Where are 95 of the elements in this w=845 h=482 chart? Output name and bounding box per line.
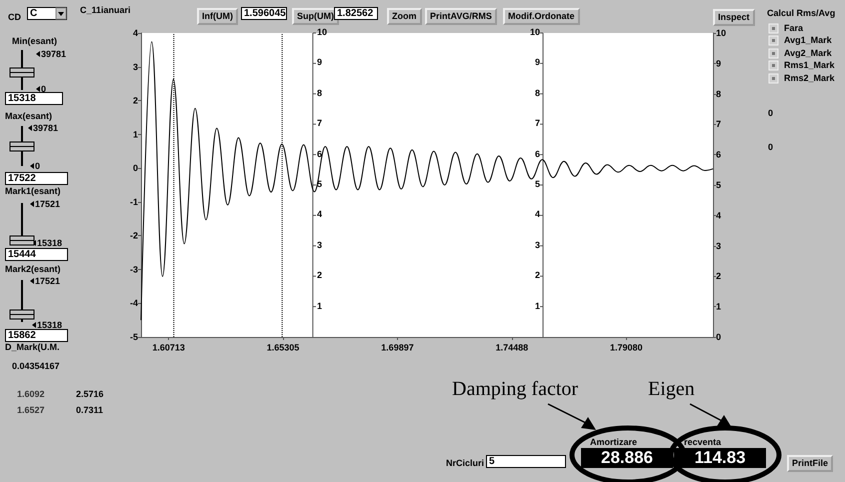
annotation: 7 [317, 118, 322, 130]
annotation: 9 [534, 57, 540, 68]
text: 17521 [35, 199, 60, 210]
text: Avg1_Mark [784, 35, 832, 46]
text: PrintAVG/RMS [425, 8, 497, 25]
y2-tick-label: 5 [716, 180, 722, 190]
y-tick-label: -2 [130, 230, 138, 241]
y-tick-label: -5 [130, 332, 138, 342]
x-tick-label: 1.65305 [266, 342, 300, 352]
y2-tick-label: 10 [716, 28, 726, 38]
y-tick-label: 1 [132, 129, 138, 140]
text: 5 [486, 455, 566, 468]
x-tick-label: 1.79080 [610, 342, 643, 352]
y2-tick-label: 1 [716, 302, 722, 312]
text: 2.5716 [76, 389, 104, 400]
y-tick-label: 4 [132, 28, 138, 38]
text: 39781 [41, 49, 66, 60]
text: 15444 [5, 248, 68, 261]
text: Eigen [648, 378, 695, 400]
text: 0 [35, 161, 40, 172]
annotation: 2 [534, 270, 540, 282]
y2-tick-label: 9 [716, 58, 722, 68]
text: Zoom [387, 8, 422, 25]
annotation: 7 [534, 118, 540, 130]
text: 0.04354167 [12, 361, 60, 372]
annotation: 1 [317, 300, 322, 312]
annotation: 10 [317, 27, 328, 38]
y2-tick-label: 4 [716, 210, 722, 220]
y2-tick-label: 2 [716, 271, 722, 282]
text: 1.82562 [334, 7, 378, 20]
annotation: 10 [530, 27, 540, 38]
y-tick-label: -1 [130, 196, 138, 207]
text: 0 [41, 84, 46, 95]
annotation: 6 [534, 148, 540, 160]
y2-tick-label: 3 [716, 240, 722, 251]
text: Amortizare [590, 437, 638, 448]
text: Sup(UM) [297, 11, 334, 21]
text: Rms2_Mark [784, 73, 835, 84]
annotation: 3 [317, 240, 322, 251]
annotation: 3 [534, 240, 540, 251]
text: Fara [784, 23, 804, 34]
text: 1.596045 [241, 7, 287, 20]
text: C_11ianuari [80, 5, 131, 16]
text: 15318 [37, 320, 62, 331]
y-tick-label: 0 [132, 163, 138, 174]
x-tick-label: 1.69897 [381, 342, 414, 352]
annotation: 2 [317, 270, 322, 282]
text: 0.7311 [76, 405, 104, 416]
y-tick-label: 2 [132, 96, 138, 106]
y2-tick-label: 7 [716, 119, 722, 130]
y-tick-label: 3 [132, 62, 138, 72]
text: 17522 [5, 172, 68, 185]
text: 15318 [8, 93, 36, 104]
text: NrCicluri [446, 458, 484, 469]
y2-tick-label: 6 [716, 150, 722, 160]
text: Inspect [713, 9, 755, 26]
text: Calcul Rms/Avg [767, 8, 836, 19]
y-tick-label: -3 [130, 264, 138, 274]
text: Damping factor [452, 378, 578, 400]
y-tick-label: -4 [130, 298, 138, 308]
text: 39781 [33, 123, 58, 134]
text: 28.886 [581, 448, 673, 468]
text: D_Mark(U.M. [5, 342, 60, 353]
annotation: 6 [317, 148, 322, 160]
annotation: 4 [534, 209, 540, 220]
text: recventa [684, 437, 722, 448]
text: Max(esant) [5, 111, 52, 122]
text: Min(esant) [12, 36, 57, 47]
text: Mark2(esant) [5, 264, 61, 275]
text: PrintFile [787, 455, 834, 472]
annotation: 5 [534, 179, 540, 190]
y2-tick-label: 8 [716, 88, 722, 99]
text: Modif.Ordonate [503, 8, 580, 25]
text: CD [8, 12, 21, 23]
text: 17521 [35, 276, 60, 287]
text: 0 [768, 142, 774, 153]
annotation: 9 [317, 57, 322, 68]
x-tick-label: 1.74488 [496, 342, 528, 352]
text: 1.6527 [17, 405, 45, 416]
annotation: 8 [317, 88, 322, 99]
text: Rms1_Mark [784, 60, 835, 71]
y2-tick-label: 0 [716, 332, 722, 342]
x-tick-label: 1.60713 [152, 342, 185, 352]
text: Avg2_Mark [784, 48, 832, 59]
annotation: 8 [534, 88, 540, 99]
annotation: 1 [534, 300, 540, 312]
text: Mark1(esant) [5, 186, 61, 197]
text: Inf(UM) [197, 8, 238, 25]
text: 1.6092 [17, 389, 45, 400]
text: C [27, 7, 67, 20]
text: 114.83 [674, 448, 766, 468]
text: 0 [768, 108, 774, 119]
text: 15862 [5, 329, 68, 342]
annotation: 4 [317, 209, 322, 220]
text: 15318 [37, 238, 62, 249]
